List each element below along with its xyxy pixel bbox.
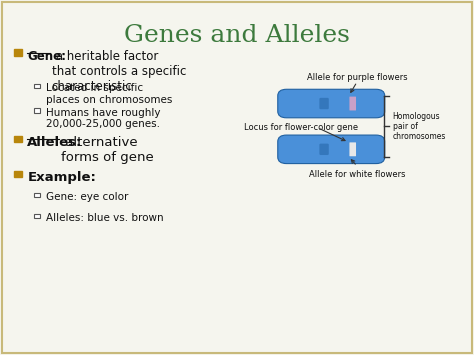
Text: Genes and Alleles: Genes and Alleles [124, 24, 350, 47]
FancyBboxPatch shape [349, 142, 356, 156]
Text: Locus for flower-color gene: Locus for flower-color gene [244, 123, 358, 132]
FancyBboxPatch shape [14, 136, 22, 142]
Text: Homologous
pair of
chromosomes: Homologous pair of chromosomes [392, 111, 446, 141]
Text: Humans have roughly
20,000-25,000 genes.: Humans have roughly 20,000-25,000 genes. [46, 108, 161, 129]
Text: alternative
forms of gene: alternative forms of gene [61, 136, 154, 164]
FancyBboxPatch shape [319, 98, 329, 109]
FancyBboxPatch shape [349, 97, 356, 110]
Text: Allele for white flowers: Allele for white flowers [309, 170, 405, 179]
FancyBboxPatch shape [278, 135, 385, 164]
Text: Alleles: blue vs. brown: Alleles: blue vs. brown [46, 213, 164, 223]
FancyBboxPatch shape [14, 171, 22, 177]
Text: Alleles:: Alleles: [27, 136, 82, 149]
Text: Gene: eye color: Gene: eye color [46, 192, 128, 202]
FancyBboxPatch shape [34, 193, 39, 197]
FancyBboxPatch shape [319, 144, 329, 155]
Text: Gene:: Gene: [27, 50, 66, 62]
Text: Example:: Example: [27, 171, 96, 184]
Text: Allele for purple flowers: Allele for purple flowers [307, 73, 408, 82]
Text: a heritable factor
that controls a specific
characteristic: a heritable factor that controls a speci… [52, 50, 186, 93]
FancyBboxPatch shape [34, 214, 39, 218]
FancyBboxPatch shape [34, 109, 39, 113]
FancyBboxPatch shape [278, 89, 385, 118]
FancyBboxPatch shape [14, 49, 22, 56]
FancyBboxPatch shape [34, 84, 39, 88]
Text: Located in specific
places on chromosomes: Located in specific places on chromosome… [46, 83, 173, 105]
